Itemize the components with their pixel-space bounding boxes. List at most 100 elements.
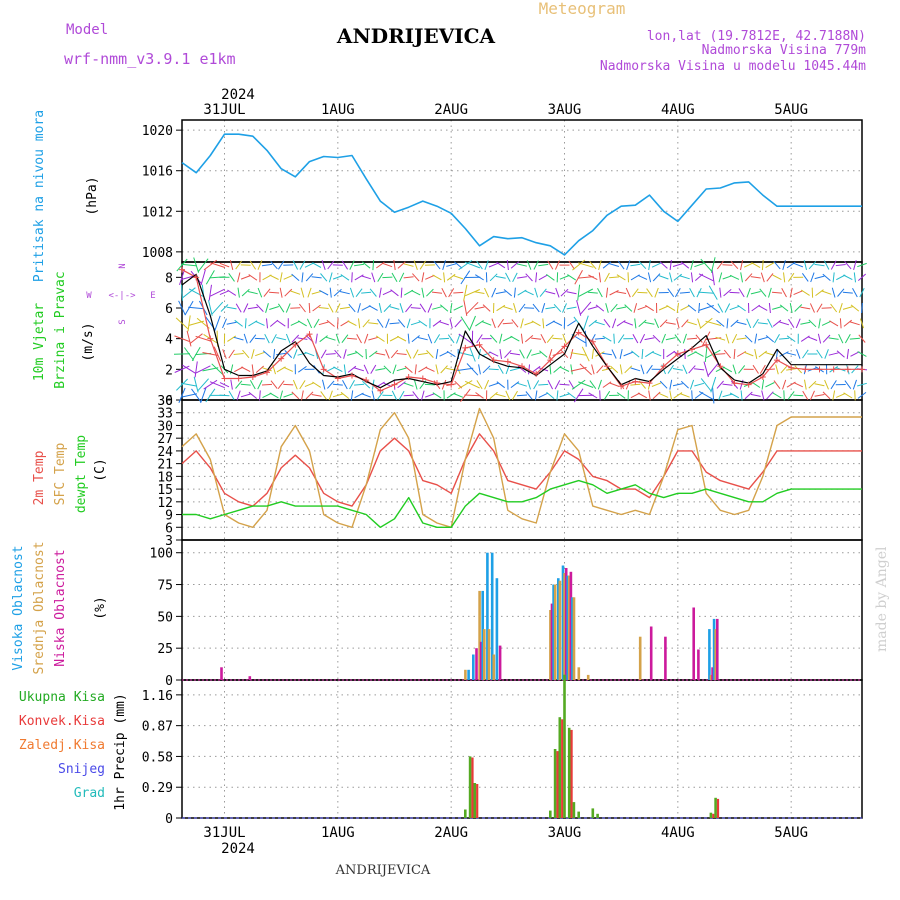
- temp-unit: (C): [93, 458, 108, 481]
- wind-arrow: [807, 336, 818, 341]
- wind-arrow: [795, 318, 801, 329]
- wind-arrow: [686, 337, 698, 340]
- wind-arrow: [453, 393, 464, 398]
- cloud-low-bar: [692, 607, 695, 680]
- wind-arrow: [853, 260, 857, 271]
- wind-arrow: [679, 291, 690, 294]
- wind-arrow: [570, 352, 587, 356]
- wind-arrow: [354, 263, 365, 267]
- wind-arrow: [572, 259, 586, 271]
- wind-arrow: [235, 260, 243, 270]
- wind-arrow: [638, 261, 647, 270]
- wind-arrow: [328, 390, 333, 401]
- wind-arrow: [426, 288, 434, 297]
- precip-conv-bar: [712, 813, 715, 818]
- day-label-top: 1AUG: [321, 102, 355, 118]
- wind-arrow: [659, 380, 668, 389]
- wind-arrow: [181, 382, 198, 387]
- wind-arrow: [244, 318, 247, 329]
- wind-arrow: [578, 288, 594, 297]
- wind-arrow: [837, 288, 845, 297]
- wind-arrow: [228, 390, 235, 400]
- wind-arrow: [552, 320, 563, 326]
- wind-arrow: [329, 287, 332, 298]
- wind-arrow: [640, 364, 645, 375]
- wind-arrow: [325, 336, 336, 341]
- wind-arrow: [666, 350, 676, 358]
- cloud-low-bar: [498, 645, 502, 680]
- panel-3-tick-label: 30: [157, 419, 173, 434]
- wind-arrow: [545, 306, 556, 310]
- wind-arrow: [669, 260, 672, 271]
- cloud-mid-bar: [558, 580, 562, 680]
- wind-arrow: [602, 261, 612, 269]
- wind-arrow: [577, 262, 594, 268]
- wind-arrow: [362, 380, 371, 389]
- wind-arrow: [341, 334, 349, 344]
- cloud-high-bar: [712, 618, 716, 680]
- wind-arrow: [249, 334, 257, 344]
- precip-total-bar: [558, 717, 562, 818]
- wind-arrow: [175, 317, 189, 330]
- precip-total-bar: [549, 810, 552, 818]
- wind-arrow: [533, 260, 539, 270]
- wind-arrow: [453, 305, 464, 311]
- wind-arrow: [458, 260, 473, 271]
- wind-arrow: [240, 275, 251, 280]
- wind-arrow: [269, 306, 279, 310]
- wind-arrow: [654, 287, 659, 298]
- wind-arrow: [476, 380, 483, 390]
- wind-arrow: [219, 382, 230, 388]
- wind-arrow: [588, 274, 598, 281]
- wind-gust-marker: [221, 375, 228, 382]
- panel-5-frame: [181, 679, 863, 819]
- wind-arrow: [403, 382, 414, 387]
- cloud-high-bar: [552, 584, 555, 680]
- panel-4-tick-label: 50: [157, 610, 173, 625]
- wind-arrow: [559, 393, 570, 398]
- wind-arrow: [651, 382, 662, 387]
- wind-arrow: [464, 289, 480, 297]
- wind-arrow: [464, 261, 481, 269]
- wind-arrow: [298, 365, 307, 373]
- wind-arrow: [652, 273, 661, 282]
- panel-3-tick-label: 12: [157, 496, 173, 511]
- wind-arrow: [327, 380, 335, 389]
- wind-arrow: [616, 291, 627, 294]
- wind-arrow: [226, 321, 237, 325]
- wind-arrow: [209, 262, 226, 268]
- wind-arrow: [406, 318, 411, 329]
- wind-gust-marker: [618, 383, 625, 390]
- wind-arrow: [559, 366, 570, 372]
- wind-gust-marker: [604, 363, 610, 370]
- wind-arrow: [673, 273, 683, 281]
- wind-arrow: [804, 379, 807, 390]
- wind-arrow: [658, 305, 669, 311]
- wind-arrow: [413, 379, 418, 390]
- wind-arrow: [457, 351, 474, 357]
- wind-arrow: [413, 260, 418, 270]
- wind-arrow: [322, 379, 326, 390]
- wind-arrow: [555, 287, 560, 298]
- wind-arrow: [740, 260, 744, 271]
- wind-arrow: [773, 380, 781, 389]
- wind-arrow: [667, 364, 674, 374]
- precip-total-label: Ukupna Kisa: [19, 690, 105, 705]
- wind-arrow: [644, 337, 655, 341]
- wind-arrow: [630, 263, 641, 267]
- wind-arrow: [619, 348, 623, 360]
- wind-arrow: [637, 392, 648, 399]
- wind-arrow: [257, 260, 263, 270]
- wind-arrow: [782, 379, 787, 390]
- wind-arrow: [823, 260, 830, 270]
- wind-arrow: [520, 318, 524, 329]
- wind-arrow: [857, 262, 867, 268]
- wind-arrow: [687, 304, 697, 312]
- wind-arrow: [178, 387, 186, 403]
- panel-3-tick-label: 6: [165, 521, 173, 536]
- day-label-bottom: 4AUG: [661, 825, 695, 841]
- wind-arrow: [781, 288, 787, 298]
- wind-arrow: [407, 333, 410, 344]
- wind-arrow: [491, 287, 497, 298]
- wind-arrow: [605, 303, 609, 313]
